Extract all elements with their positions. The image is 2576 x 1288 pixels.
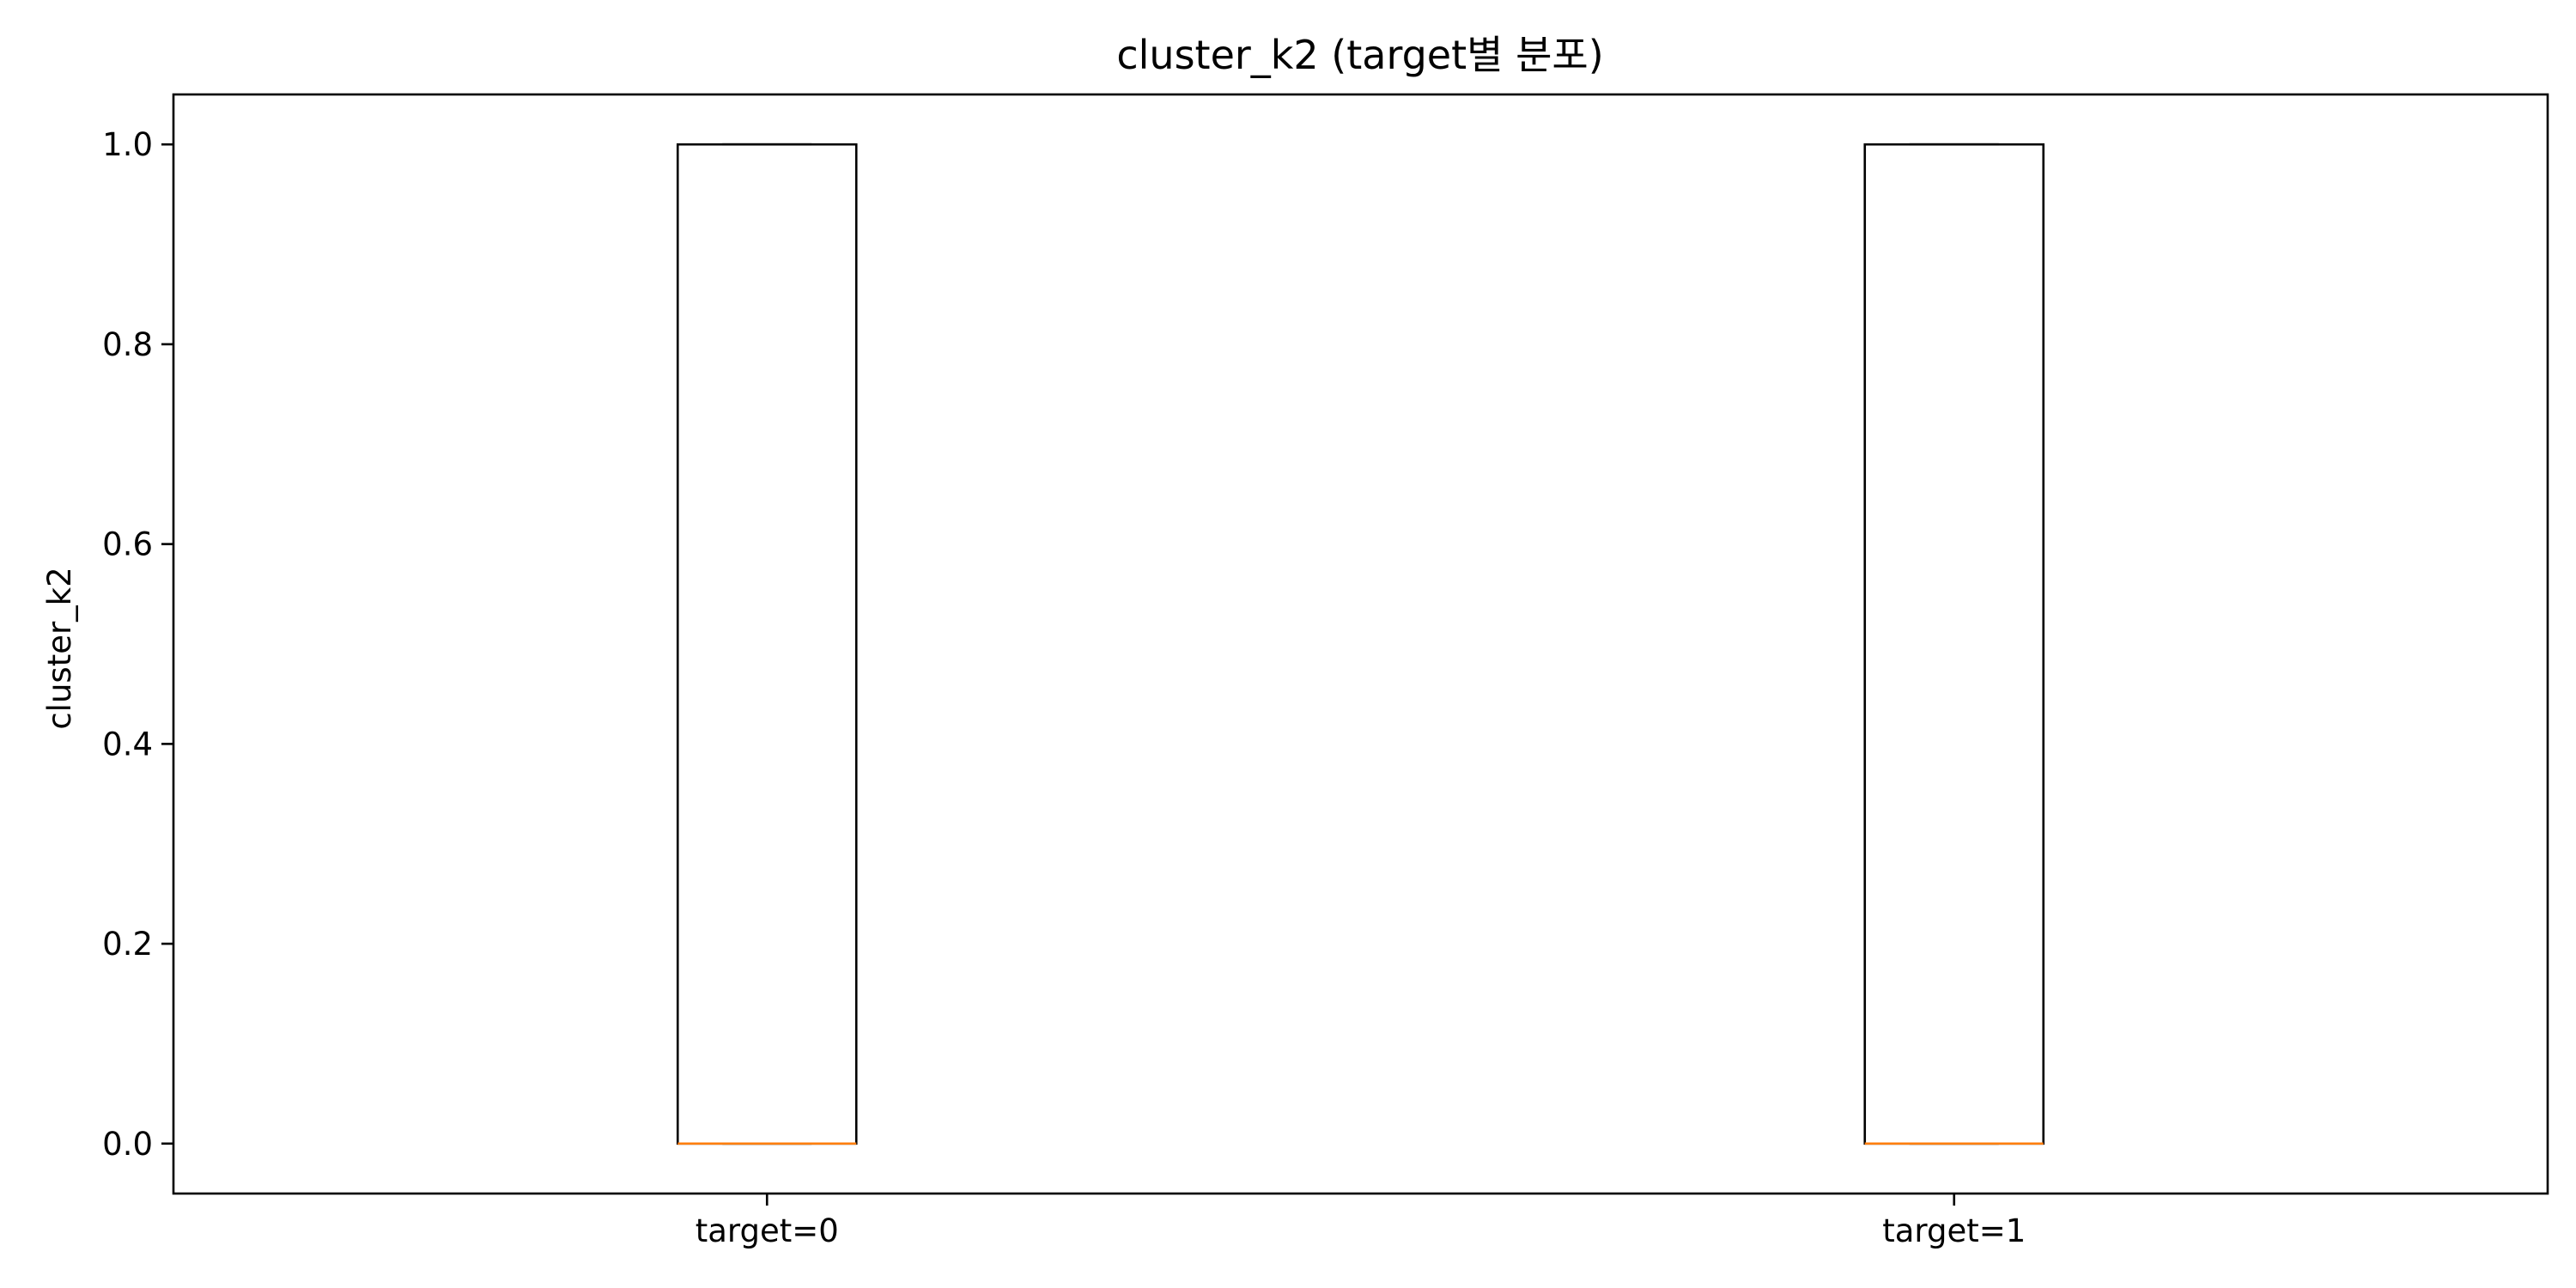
y-axis: 0.0 0.2 0.4 0.6 0.8 1.0 [102, 126, 173, 1163]
box-iqr [1863, 143, 2045, 1145]
plot-area [676, 143, 2045, 1145]
box-target=1 [1863, 143, 2045, 1145]
y-tick-label: 0.2 [102, 926, 153, 963]
chart-title: cluster_k2 (target별 분포) [1116, 32, 1603, 78]
y-tick-label: 1.0 [102, 126, 153, 163]
box-iqr [676, 143, 858, 1145]
x-tick-label: target=1 [1882, 1212, 2026, 1249]
y-tick-label: 0.4 [102, 726, 153, 762]
y-tick-label: 0.8 [102, 326, 153, 363]
box-target=0 [676, 143, 858, 1145]
x-tick-label: target=0 [696, 1212, 839, 1249]
axes-frame [172, 93, 2549, 1195]
y-tick-label: 0.0 [102, 1126, 153, 1163]
y-axis-label: cluster_k2 [41, 567, 78, 729]
x-axis: target=0 target=1 [696, 1194, 2026, 1249]
y-tick-label: 0.6 [102, 526, 153, 563]
